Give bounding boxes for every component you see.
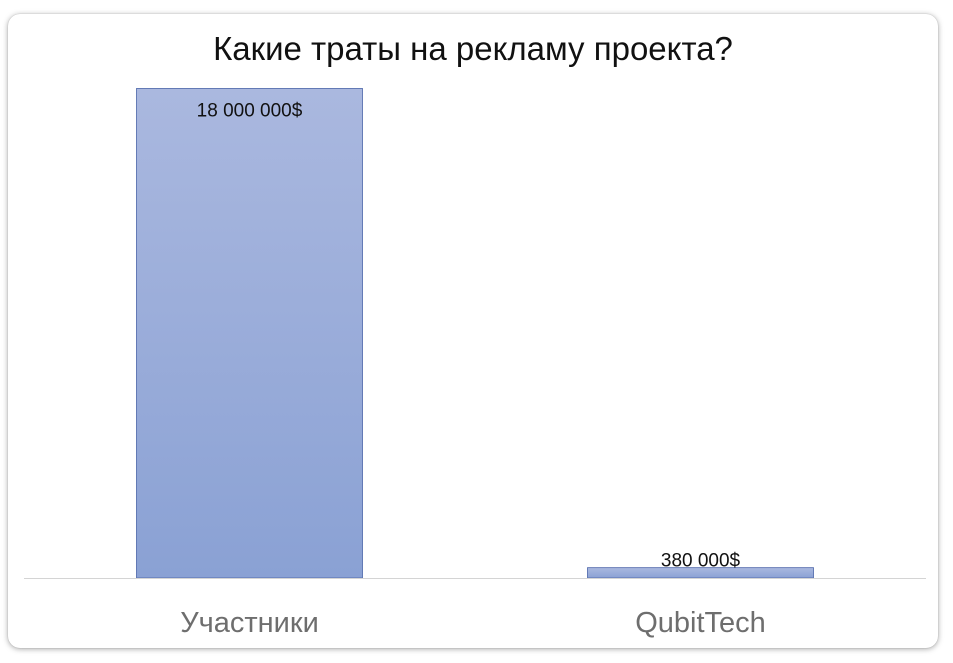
bar-chart: 18 000 000$ Участники 380 000$ QubitTech [24,88,926,639]
chart-card: Какие траты на рекламу проекта? 18 000 0… [8,14,938,648]
category-label-1: Участники [180,607,319,639]
bar-1 [136,88,363,579]
category-label-2: QubitTech [635,607,766,639]
data-label-2: 380 000$ [661,551,741,572]
chart-title: Какие траты на рекламу проекта? [213,30,733,67]
data-label-1: 18 000 000$ [197,100,303,121]
